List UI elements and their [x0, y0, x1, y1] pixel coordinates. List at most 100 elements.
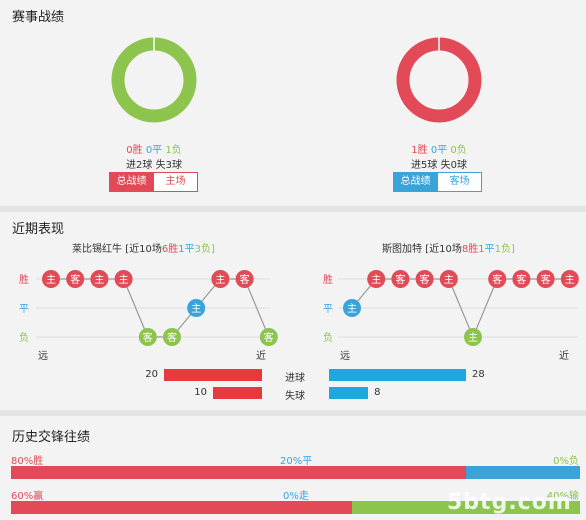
left-record-wdl: 0胜 0平 1负: [104, 141, 204, 156]
left-recent-losses: 3负]: [194, 244, 215, 255]
left-form-line: [51, 278, 270, 338]
section-title-record: 赛事战绩: [12, 10, 65, 25]
h2h-row1-draw-bar: [466, 466, 580, 479]
right-match-marker[interactable]: [439, 270, 458, 288]
left-tab-total[interactable]: 总战绩: [109, 172, 154, 192]
right-axis-label-L: 负: [323, 331, 333, 344]
right-donut-ring: [396, 37, 482, 123]
left-record-donut: [111, 37, 197, 123]
left-match-marker[interactable]: [90, 270, 109, 288]
left-match-venue: 主: [119, 274, 129, 286]
left-recent-draws: 1平: [178, 244, 195, 255]
h2h-row2-win-label: 60%赢: [11, 491, 44, 502]
h2h-row2-draw-label: 0%走: [283, 491, 309, 502]
goals-for-label: 进球: [285, 373, 305, 384]
right-axis-label-D: 平: [323, 304, 333, 315]
right-match-venue: 客: [516, 273, 526, 286]
right-form-line: [351, 278, 570, 339]
right-goals-for-value: 28: [472, 369, 485, 380]
right-match-venue: 主: [468, 332, 478, 344]
right-match-marker[interactable]: [488, 270, 507, 288]
left-match-venue: 主: [215, 274, 225, 286]
right-label-far: 远: [340, 350, 350, 362]
right-wins: 1胜: [411, 145, 428, 156]
right-match-marker[interactable]: [464, 328, 482, 346]
left-match-marker[interactable]: [42, 270, 60, 288]
left-match-marker[interactable]: [163, 328, 181, 346]
left-form-chart: 胜平负主客主主客 客主主 客客远近: [19, 270, 278, 362]
left-draws: 0平: [145, 145, 163, 156]
left-losses: 1负: [165, 145, 182, 156]
left-axis-label-L: 负: [19, 331, 29, 344]
left-match-venue: 客: [240, 273, 250, 286]
right-match-marker[interactable]: [391, 270, 410, 288]
left-goals-for-bar: [164, 369, 262, 381]
left-donut-ring: [111, 37, 197, 123]
left-recent-header: 莱比锡红牛 [近10场6胜1平3负]: [72, 240, 215, 255]
right-record-goals: 进5球 失0球: [389, 156, 489, 171]
right-goals-against-bar: [329, 387, 369, 399]
right-record-wdl: 1胜 0平 0负: [389, 141, 489, 156]
right-record-donut: [396, 37, 482, 123]
left-recent-wins: 6胜: [161, 244, 179, 255]
h2h-row2-loss-bar: [352, 501, 580, 514]
right-recent-header: 斯图加特 [近10场8胜1平1负]: [382, 240, 515, 255]
right-match-venue: 客: [541, 273, 551, 286]
right-losses: 0负: [450, 145, 467, 156]
left-goals: 进2球: [126, 160, 153, 171]
right-form-chart: 胜平负主主客客主主客客客主远近: [323, 270, 579, 362]
right-match-marker[interactable]: [367, 270, 386, 288]
left-match-venue: 客: [70, 273, 80, 286]
right-match-venue: 主: [444, 274, 454, 286]
left-match-marker[interactable]: [114, 270, 133, 288]
left-match-marker[interactable]: [138, 328, 157, 346]
right-match-marker[interactable]: [536, 270, 555, 288]
left-match-venue: 主: [191, 303, 201, 315]
section-divider: [0, 206, 586, 212]
left-match-marker[interactable]: [187, 299, 206, 317]
left-match-marker[interactable]: [259, 328, 278, 346]
right-match-marker[interactable]: [560, 270, 579, 288]
right-recent-wins: 8胜: [461, 244, 479, 255]
left-match-marker[interactable]: [235, 270, 254, 288]
left-match-venue: 客: [143, 331, 153, 344]
left-match-venue: 主: [46, 274, 56, 286]
h2h-row1-win-label: 80%胜: [11, 456, 44, 467]
left-wins: 0胜: [126, 145, 143, 156]
h2h-row1-loss-label: 0%负: [553, 456, 579, 467]
right-recent-draws: 1平: [478, 244, 495, 255]
h2h-row2-win-bar: [11, 501, 353, 514]
h2h-row1-draw-label: 20%平: [280, 456, 313, 467]
left-match-marker[interactable]: [211, 270, 230, 288]
left-goals-against-bar: [213, 387, 262, 399]
right-conceded: 失0球: [440, 160, 467, 171]
right-recent-team: 斯图加特: [382, 244, 422, 255]
section-divider-2: [0, 410, 586, 416]
left-recent-prefix: [近10场: [125, 244, 162, 255]
left-tab-home[interactable]: 主场: [153, 172, 198, 192]
left-conceded: 失3球: [155, 160, 182, 171]
right-match-marker[interactable]: [512, 270, 531, 288]
right-tab-away[interactable]: 客场: [437, 172, 482, 192]
right-recent-losses: 1负]: [494, 244, 515, 255]
right-goals-against-value: 8: [374, 387, 381, 398]
left-label-near: 近: [256, 349, 266, 362]
h2h-row2-loss-label: 40%输: [546, 491, 579, 502]
left-match-marker[interactable]: [66, 270, 85, 288]
right-match-venue: 主: [347, 303, 357, 315]
section-title-h2h: 历史交锋往绩: [12, 430, 91, 445]
right-tab-total[interactable]: 总战绩: [393, 172, 438, 192]
left-recent-team: 莱比锡红牛: [72, 244, 122, 255]
right-match-marker[interactable]: [415, 270, 434, 288]
right-match-venue: 客: [420, 273, 430, 286]
goals-against-label: 失球: [285, 391, 305, 402]
right-match-venue: 主: [565, 274, 575, 286]
right-axis-label-W: 胜: [323, 274, 333, 286]
left-axis-label-D: 平: [19, 304, 29, 315]
right-match-marker[interactable]: [343, 299, 361, 317]
left-record-goals: 进2球 失3球: [104, 156, 204, 171]
right-draws: 0平: [430, 145, 448, 156]
left-match-venue: 主: [94, 274, 104, 286]
right-match-venue: 主: [371, 274, 381, 286]
right-goals: 进5球: [411, 160, 438, 171]
